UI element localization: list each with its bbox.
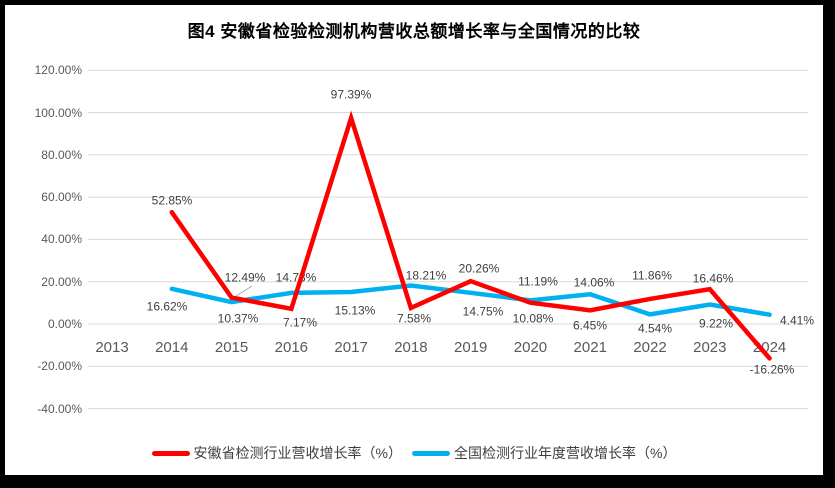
data-label: 14.73% [275, 270, 317, 285]
y-axis-tick-label: -20.00% [37, 359, 82, 374]
x-axis-year-label: 2024 [752, 339, 787, 356]
data-label: -16.26% [749, 362, 795, 377]
y-axis-tick-label: 120.00% [34, 63, 82, 78]
data-label: 4.41% [779, 313, 815, 328]
data-label: 14.06% [573, 275, 615, 290]
y-axis-tick-label: 80.00% [41, 147, 82, 162]
y-axis-tick-label: 40.00% [41, 232, 82, 247]
data-label: 7.58% [396, 311, 432, 326]
legend: 安徽省检测行业营收增长率（%） 全国检测行业年度营收增长率（%） [5, 443, 823, 463]
data-label: 7.17% [282, 315, 318, 330]
data-label: 12.49% [224, 270, 266, 285]
x-axis-year-label: 2015 [214, 339, 249, 356]
y-axis-tick-label: 60.00% [41, 190, 82, 205]
x-axis-year-label: 2023 [693, 339, 727, 356]
data-label: 16.46% [692, 271, 734, 286]
axis-and-data-labels: 120.00% 100.00% 80.00% 60.00% 40.00% 20.00% 0.… [5, 5, 823, 475]
data-label: 18.21% [405, 268, 447, 283]
chart-canvas: 图4 安徽省检验检测机构营收总额增长率与全国情况的比较 120.00% 100.0… [5, 5, 823, 475]
y-axis-tick-label: 20.00% [41, 274, 82, 289]
y-axis-tick-label: 100.00% [34, 105, 82, 120]
legend-label-anhui: 安徽省检测行业营收增长率（%） [193, 445, 402, 461]
x-axis-year-label: 2016 [274, 339, 309, 356]
x-axis-year-label: 2013 [95, 339, 129, 356]
data-label: 4.54% [637, 321, 673, 336]
data-label: 20.26% [458, 261, 500, 276]
data-label: 14.75% [462, 304, 504, 319]
x-axis-year-label: 2022 [633, 339, 667, 356]
x-axis-year-label: 2018 [394, 339, 428, 356]
x-axis-year-label: 2019 [453, 339, 488, 356]
data-label: 11.86% [632, 268, 672, 283]
data-label: 10.08% [512, 311, 554, 326]
x-axis-year-label: 2014 [155, 339, 189, 356]
data-label: 15.13% [334, 303, 376, 318]
legend-item-national: 全国检测行业年度营收增长率（%） [412, 443, 676, 463]
data-label: 9.22% [698, 316, 734, 331]
data-label: 52.85% [151, 193, 193, 208]
anhui-series-swatch [151, 450, 190, 456]
data-label: 6.45% [572, 318, 608, 333]
chart-title: 图4 安徽省检验检测机构营收总额增长率与全国情况的比较 [187, 22, 641, 41]
y-axis-tick-label: -40.00% [37, 401, 82, 416]
y-axis-tick-label: 0.00% [47, 317, 82, 331]
x-axis-year-label: 2021 [573, 339, 607, 356]
legend-label-national: 全国检测行业年度营收增长率（%） [454, 445, 677, 461]
data-label: 11.19% [518, 274, 558, 289]
data-label: 10.37% [217, 311, 259, 326]
x-axis-year-label: 2017 [334, 339, 368, 356]
legend-item-anhui: 安徽省检测行业营收增长率（%） [151, 443, 402, 463]
national-series-swatch [412, 450, 450, 456]
data-label: 97.39% [330, 87, 372, 102]
x-axis-year-label: 2020 [513, 339, 548, 356]
data-label: 16.62% [146, 299, 188, 314]
